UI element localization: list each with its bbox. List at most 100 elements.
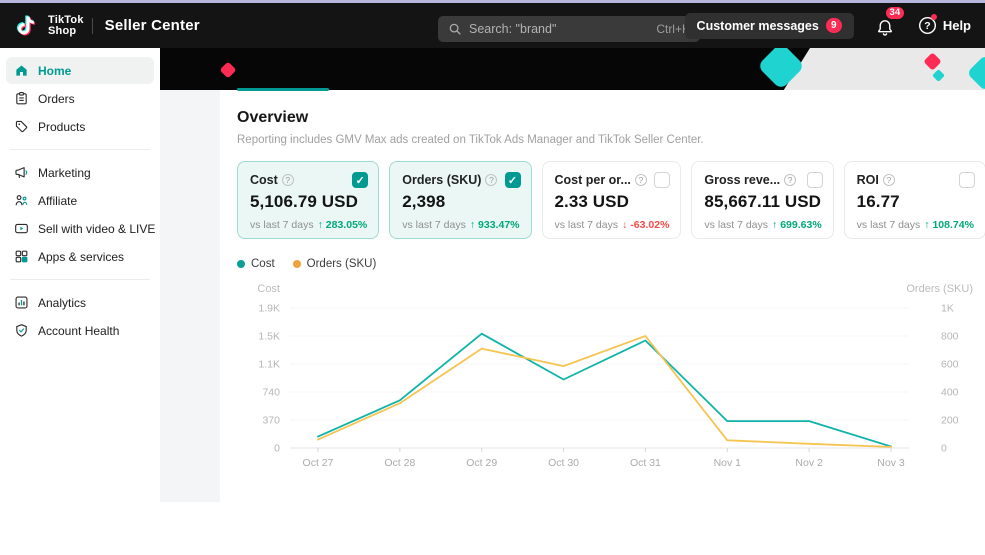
global-search[interactable]: Ctrl+K xyxy=(438,16,700,42)
metric-compare: vs last 7 days ↑ 283.05% xyxy=(250,219,368,231)
bell-icon xyxy=(877,19,892,36)
main-content: Overview Reporting includes GMV Max ads … xyxy=(220,88,985,502)
sidebar-item-affiliate[interactable]: Affiliate xyxy=(6,187,154,214)
metric-delta: ↑ 108.74% xyxy=(924,219,974,231)
orders-sku-line xyxy=(317,335,892,448)
notifications-count-badge: 34 xyxy=(884,5,905,20)
x-axis-label: Nov 2 xyxy=(795,457,823,469)
products-icon xyxy=(13,119,29,135)
x-axis-label: Oct 28 xyxy=(384,457,415,469)
legend-label: Cost xyxy=(251,258,275,270)
video-icon xyxy=(13,221,29,237)
sidebar-divider xyxy=(10,149,150,150)
metric-checkbox[interactable] xyxy=(958,172,975,188)
metric-value: 2.33 USD xyxy=(554,192,630,211)
search-shortcut: Ctrl+K xyxy=(656,22,690,36)
metric-compare: vs last 7 days ↑ 933.47% xyxy=(402,219,520,231)
sidebar-item-label: Orders xyxy=(38,91,75,106)
banner-gray-panel xyxy=(776,48,985,90)
customer-messages-label: Customer messages xyxy=(696,18,819,33)
sidebar-item-label: Analytics xyxy=(38,295,87,310)
tiktok-shop-logo[interactable]: TikTok Shop xyxy=(14,12,84,39)
info-tooltip-icon[interactable]: ? xyxy=(784,174,797,186)
x-axis-label: Oct 31 xyxy=(630,457,661,469)
left-axis-tick: 1.1K xyxy=(258,359,280,371)
metric-checkbox[interactable]: ✓ xyxy=(352,172,369,188)
right-axis-tick: 400 xyxy=(941,387,959,399)
metric-card-cost-per-or[interactable]: Cost per or...? 2.33 USD vs last 7 days ↓ -… xyxy=(541,161,682,239)
info-tooltip-icon[interactable]: ? xyxy=(634,174,647,186)
svg-text:?: ? xyxy=(924,21,930,32)
metric-label: Cost per or... xyxy=(554,173,631,187)
metric-delta: ↑ 699.63% xyxy=(772,219,822,231)
legend-label: Orders (SKU) xyxy=(306,258,377,270)
metric-checkbox[interactable] xyxy=(806,172,823,188)
sidebar-item-products[interactable]: Products xyxy=(6,113,154,140)
messages-count-badge: 9 xyxy=(825,18,842,33)
customer-messages-button[interactable]: Customer messages 9 xyxy=(684,12,854,39)
help-button[interactable]: ? Help xyxy=(918,14,971,35)
left-axis-tick: 0 xyxy=(274,443,280,455)
health-icon xyxy=(13,323,29,339)
metric-checkbox[interactable]: ✓ xyxy=(504,172,521,188)
nav-right-group: Customer messages 9 34 ? Help xyxy=(684,3,971,48)
sidebar-item-marketing[interactable]: Marketing xyxy=(6,159,154,186)
metric-value: 2,398 xyxy=(402,192,446,211)
legend-dot xyxy=(292,260,301,268)
metric-checkbox[interactable] xyxy=(654,172,671,188)
metric-delta: ↑ 283.05% xyxy=(317,219,368,231)
chart-section: Cost Orders (SKU) Cost Orders (SKU) 0 0 370 20… xyxy=(237,256,975,474)
sidebar-item-label: Marketing xyxy=(38,165,91,180)
metric-card-orders-sku[interactable]: Orders (SKU)? ✓ 2,398 vs last 7 days ↑ 933.4… xyxy=(389,161,532,239)
sidebar-item-label: Home xyxy=(38,63,72,78)
sidebar-item-apps-services[interactable]: Apps & services xyxy=(6,243,154,270)
x-axis-label: Nov 1 xyxy=(714,457,742,469)
page-subtitle: Reporting includes GMV Max ads created o… xyxy=(237,134,704,146)
confetti-pink-left xyxy=(219,61,237,79)
page-title: Overview xyxy=(237,109,309,126)
active-tab-indicator xyxy=(237,88,329,91)
analytics-icon xyxy=(13,295,29,311)
sidebar-item-sell-with-video-live[interactable]: Sell with video & LIVE xyxy=(6,215,156,242)
promo-banner xyxy=(160,48,985,90)
sidebar-item-orders[interactable]: Orders xyxy=(6,85,154,112)
sidebar-item-home[interactable]: Home xyxy=(6,57,154,84)
help-label: Help xyxy=(942,18,971,33)
info-tooltip-icon[interactable]: ? xyxy=(882,174,895,186)
sidebar-item-analytics[interactable]: Analytics xyxy=(6,289,154,316)
sidebar-item-label: Affiliate xyxy=(38,193,78,208)
info-tooltip-icon[interactable]: ? xyxy=(281,174,294,186)
left-axis-tick: 1.5K xyxy=(258,331,280,343)
overview-chart[interactable]: Cost Orders (SKU) 0 0 370 200 740 400 1.1K 600 1.5… xyxy=(237,274,975,474)
info-tooltip-icon[interactable]: ? xyxy=(485,174,498,186)
metric-label: Cost xyxy=(250,173,278,187)
legend-item-cost[interactable]: Cost xyxy=(237,258,275,270)
metric-card-gross-reve[interactable]: Gross reve...? 85,667.11 USD vs last 7 day… xyxy=(691,161,834,239)
logo-line2: Shop xyxy=(48,24,77,37)
metric-label: Gross reve... xyxy=(704,173,781,187)
metric-card-roi[interactable]: ROI? 16.77 vs last 7 days ↑ 108.74% xyxy=(843,161,985,239)
apps-icon xyxy=(13,249,29,265)
metric-compare: vs last 7 days ↑ 699.63% xyxy=(704,219,822,231)
sidebar-item-account-health[interactable]: Account Health xyxy=(6,317,154,344)
cost-line xyxy=(317,332,892,448)
notifications-bell[interactable]: 34 xyxy=(874,5,905,39)
sidebar-item-label: Apps & services xyxy=(38,249,125,264)
search-input[interactable] xyxy=(469,22,650,36)
metric-label: Orders (SKU) xyxy=(402,173,482,187)
metric-delta: ↓ -63.02% xyxy=(622,219,670,231)
metric-delta: ↑ 933.47% xyxy=(469,219,520,231)
x-axis-label: Nov 3 xyxy=(877,457,905,469)
metric-label: ROI xyxy=(856,173,879,187)
logo-line1: TikTok xyxy=(48,13,84,26)
metric-card-cost[interactable]: Cost? ✓ 5,106.79 USD vs last 7 days ↑ 283.05… xyxy=(237,161,380,239)
marketing-icon xyxy=(13,165,29,181)
left-axis-tick: 1.9K xyxy=(258,303,280,315)
legend-item-orders-sku[interactable]: Orders (SKU) xyxy=(292,258,377,270)
left-axis-tick: 370 xyxy=(262,415,280,427)
metric-value: 5,106.79 USD xyxy=(250,192,358,211)
metric-value: 16.77 xyxy=(856,192,900,211)
right-axis-tick: 0 xyxy=(941,443,947,455)
legend-dot xyxy=(237,260,245,268)
sidebar-item-label: Sell with video & LIVE xyxy=(38,221,156,236)
